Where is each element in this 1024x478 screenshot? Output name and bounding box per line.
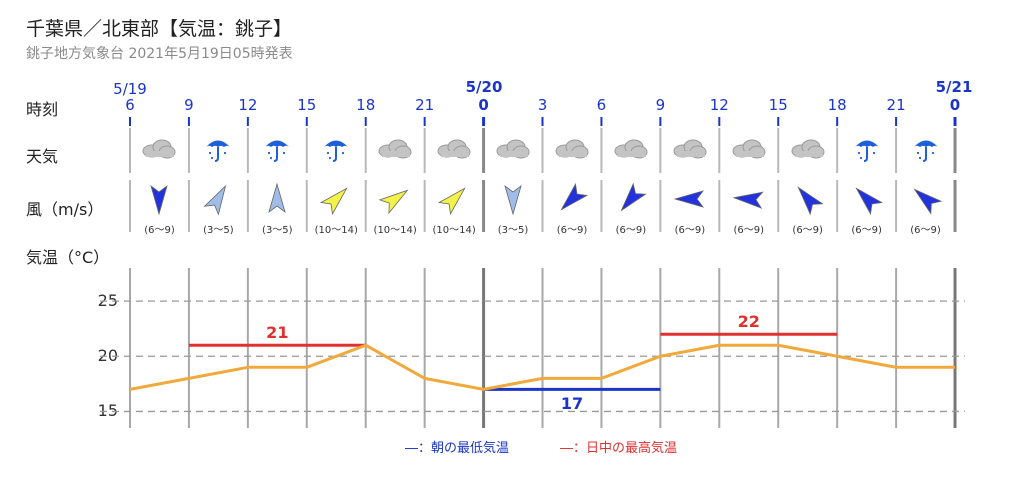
wind-speed-range: (6〜9) [615,225,647,236]
cloud-icon [612,138,650,164]
hour-label: 0 [478,96,489,114]
cloud-icon [140,138,178,164]
hour-label: 6 [596,96,607,114]
wind-arrow-icon [673,182,707,220]
cloud-icon [435,138,473,164]
wind-arrow-icon [909,182,943,220]
hour-label: 9 [184,96,194,114]
wind-arrow-icon [614,182,648,220]
wind-speed-range: (6〜9) [851,225,882,236]
hour-label: 0 [949,96,961,114]
date-label-5-19: 5/19 [113,80,147,98]
wind-arrow-icon [378,182,412,220]
wind-row-label: 風（m/s） [26,200,104,219]
wind-speed-range: (6〜9) [556,225,588,236]
hour-label: 15 [297,96,317,114]
wind-arrow-icon [791,182,825,220]
wind-speed-range: (6〜9) [733,225,765,236]
umbrella-icon [321,134,351,168]
umbrella-icon [262,134,292,168]
hour-label: 21 [886,96,906,114]
weather-row-label: 天気 [26,147,59,166]
y-tick-label: 15 [97,401,118,421]
wind-arrow-icon [496,182,530,220]
legend-min-temp: ―：朝の最低気温 [405,441,510,456]
date-label-5-20: 5/20 [465,78,503,96]
wind-arrow-icon [850,182,884,220]
wind-speed-range: (10〜14) [314,225,358,236]
temperature-line [129,343,956,391]
legend-max-temp: ―：日中の最高気温 [560,441,678,456]
wind-speed-range: (6〜9) [144,225,175,236]
min-temp-label: 17 [560,394,584,414]
wind-arrow-icon [732,182,766,220]
cloud-icon [671,138,709,164]
wind-arrow-icon [260,182,294,220]
cloud-icon [553,138,591,164]
hour-label: 3 [537,96,548,114]
cloud-icon [789,138,827,164]
wind-speed-range: (10〜14) [432,225,476,236]
hour-label: 12 [709,96,729,114]
wind-arrow-icon [555,182,589,220]
date-label-5-21: 5/21 [935,78,973,96]
cloud-icon [494,138,532,164]
umbrella-icon [911,134,941,168]
y-tick-label: 20 [97,346,118,366]
hour-label: 15 [768,96,788,114]
cloud-icon [730,138,768,164]
hour-label: 18 [356,96,376,114]
time-row-label: 時刻 [26,100,59,119]
wind-speed-range: (6〜9) [910,225,941,236]
hour-label: 6 [125,96,135,114]
issuer-subtitle: 銚子地方気象台 2021年5月19日05時発表 [26,46,293,62]
page-title: 千葉県／北東部【気温：銚子】 [26,18,293,40]
hour-label: 12 [238,96,258,114]
hour-label: 18 [827,96,847,114]
umbrella-icon [852,134,882,168]
umbrella-icon [203,134,233,168]
wind-speed-range: (3〜5) [262,225,293,236]
wind-arrow-icon [142,182,176,220]
wind-speed-range: (6〜9) [792,225,823,236]
hour-label: 9 [655,96,666,114]
y-tick-label: 25 [97,291,118,311]
wind-speed-range: (3〜5) [497,225,529,236]
wind-arrow-icon [319,182,353,220]
wind-speed-range: (6〜9) [674,225,706,236]
wind-speed-range: (3〜5) [203,225,234,236]
wind-arrow-icon [201,182,235,220]
wind-arrow-icon [437,182,471,220]
hour-label: 21 [415,96,435,114]
wind-speed-range: (10〜14) [373,225,417,236]
max-temp-label-day2: 22 [737,312,760,332]
temperature-row-label: 気温（°C） [26,248,110,267]
cloud-icon [376,138,414,164]
max-temp-label-day1: 21 [266,323,289,343]
